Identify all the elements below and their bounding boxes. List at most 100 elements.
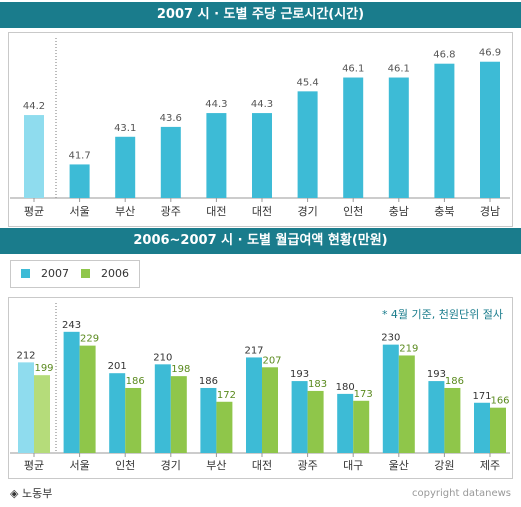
chart2-bar-2007 bbox=[246, 357, 262, 453]
chart2-data-label-2006: 199 bbox=[34, 363, 53, 374]
chart2-tick-label: 대구 bbox=[343, 459, 363, 472]
chart1-data-label: 43.1 bbox=[114, 123, 136, 134]
chart1-data-label: 46.1 bbox=[342, 64, 364, 75]
chart2-bar-2007 bbox=[154, 364, 171, 453]
chart2-title: 2006~2007 시 · 도별 월급여액 현황(만원) bbox=[0, 228, 521, 254]
chart1-data-label: 46.1 bbox=[388, 64, 410, 75]
chart1-tick-label: 충남 bbox=[389, 205, 409, 218]
chart2-tick-label: 평균 bbox=[24, 459, 44, 472]
chart2-data-label-2006: 207 bbox=[262, 355, 281, 366]
chart1-data-label: 45.4 bbox=[296, 77, 318, 88]
chart1-data-label: 46.9 bbox=[479, 48, 501, 59]
source-label: ◈ 노동부 bbox=[10, 487, 53, 500]
chart2-data-label-2007: 171 bbox=[472, 391, 491, 402]
chart2-bar-2006 bbox=[307, 390, 324, 453]
chart1-data-label: 46.8 bbox=[433, 50, 455, 61]
chart1-data-label: 43.6 bbox=[160, 113, 182, 124]
chart2-data-label-2006: 173 bbox=[354, 389, 373, 400]
chart2-tick-label: 인천 bbox=[115, 458, 135, 472]
chart2-data-label-2007: 230 bbox=[381, 333, 400, 344]
chart2-bar-2007 bbox=[337, 393, 354, 453]
chart2-bar-2006 bbox=[216, 401, 233, 453]
chart1-tick-label: 경기 bbox=[297, 205, 317, 218]
chart2-legend: 2007 2006 bbox=[10, 260, 140, 288]
chart2-bar-2007 bbox=[382, 344, 399, 453]
chart2-bar-2006 bbox=[262, 367, 278, 453]
chart1-bar bbox=[434, 63, 455, 199]
chart2-data-label-2006: 198 bbox=[171, 364, 190, 375]
chart2-tick-label: 대전 bbox=[252, 459, 272, 472]
chart1-bar bbox=[388, 77, 409, 198]
chart1-bar bbox=[115, 136, 136, 198]
chart2-tick-label: 경기 bbox=[161, 459, 181, 472]
chart1-tick-label: 인천 bbox=[343, 204, 363, 218]
chart1-tick-label: 서울 bbox=[69, 205, 89, 218]
chart2-bar-2006 bbox=[170, 376, 187, 453]
chart2-tick-label: 제주 bbox=[480, 459, 500, 472]
chart2-bar-2007 bbox=[474, 402, 490, 453]
chart2-data-label-2006: 186 bbox=[126, 376, 145, 387]
chart1-tick-label: 경남 bbox=[480, 205, 500, 218]
chart1-data-label: 44.2 bbox=[23, 101, 45, 112]
chart2-tick-label: 광주 bbox=[297, 459, 317, 472]
chart2-data-label-2007: 186 bbox=[199, 376, 218, 387]
chart2-bar-2006 bbox=[125, 387, 142, 453]
chart2-tick-label: 강원 bbox=[434, 459, 454, 472]
chart1-bar bbox=[297, 91, 318, 198]
chart2-bar-2007 bbox=[18, 362, 34, 453]
chart2-bar-2006 bbox=[398, 355, 415, 453]
legend-swatch-2007 bbox=[21, 269, 30, 278]
chart1-bar bbox=[69, 164, 90, 198]
chart2-data-label-2007: 212 bbox=[16, 350, 35, 361]
chart1-title: 2007 시 · 도별 주당 근로시간(시간) bbox=[0, 2, 521, 28]
chart2-tick-label: 서울 bbox=[69, 459, 89, 472]
chart1-data-label: 44.3 bbox=[251, 99, 273, 110]
chart1-tick-label: 대전 bbox=[252, 205, 272, 218]
chart2-data-label-2006: 172 bbox=[217, 390, 236, 401]
chart2-tick-label: 울산 bbox=[389, 459, 409, 472]
chart1-bar bbox=[160, 126, 181, 198]
chart2-tick-label: 부산 bbox=[206, 459, 226, 472]
chart2-bar-2006 bbox=[353, 400, 370, 453]
chart2-bar-2006 bbox=[444, 387, 461, 453]
chart2-data-label-2007: 217 bbox=[244, 345, 263, 356]
chart1-data-label: 41.7 bbox=[68, 150, 90, 161]
chart2-bar-2007 bbox=[109, 373, 126, 453]
chart2-data-label-2006: 219 bbox=[399, 343, 418, 354]
chart1-tick-label: 대전 bbox=[206, 205, 226, 218]
chart2-data-label-2006: 229 bbox=[80, 334, 99, 345]
chart2-data-label-2007: 201 bbox=[108, 361, 127, 372]
legend-swatch-2006 bbox=[81, 269, 90, 278]
chart2-bar-2007 bbox=[63, 331, 80, 453]
chart2-data-label-2007: 193 bbox=[427, 369, 446, 380]
chart2-data-label-2007: 193 bbox=[290, 369, 309, 380]
chart2-bar-2006 bbox=[490, 407, 506, 453]
chart2-bar-2007 bbox=[200, 387, 217, 453]
chart2-data-label-2006: 183 bbox=[308, 379, 327, 390]
chart1-bar bbox=[252, 113, 272, 198]
chart1-tick-label: 부산 bbox=[115, 205, 135, 218]
legend-label-2006: 2006 bbox=[101, 267, 129, 280]
chart2-annotation: * 4월 기준, 천원단위 절사 bbox=[381, 308, 503, 321]
chart2-bar-2007 bbox=[428, 381, 445, 453]
chart1-bar bbox=[24, 115, 44, 198]
chart1-bar bbox=[480, 61, 500, 198]
copyright-label: copyright datanews bbox=[412, 488, 511, 499]
legend-label-2007: 2007 bbox=[41, 267, 69, 280]
chart1-data-label: 44.3 bbox=[205, 99, 227, 110]
chart2-data-label-2007: 243 bbox=[62, 320, 81, 331]
chart2-data-label-2007: 210 bbox=[153, 352, 172, 363]
chart2-bar-2006 bbox=[79, 345, 96, 453]
chart2-data-label-2006: 186 bbox=[445, 376, 464, 387]
chart2-data-label-2007: 180 bbox=[336, 382, 355, 393]
chart2-bar-2007 bbox=[291, 381, 308, 453]
chart1-tick-label: 광주 bbox=[161, 205, 181, 218]
chart1-tick-label: 평균 bbox=[24, 205, 44, 218]
chart1-bar bbox=[343, 77, 364, 198]
chart1-tick-label: 충북 bbox=[434, 205, 454, 218]
chart2-data-label-2006: 166 bbox=[490, 396, 509, 407]
chart1-bar bbox=[206, 113, 227, 198]
chart1-plot: 44.2 평균 41.7 서울 43.1 부산 43.6 광주 44.3 대전 44.3 대전 45.4… bbox=[10, 38, 510, 218]
chart2-bar-2006 bbox=[34, 375, 50, 453]
